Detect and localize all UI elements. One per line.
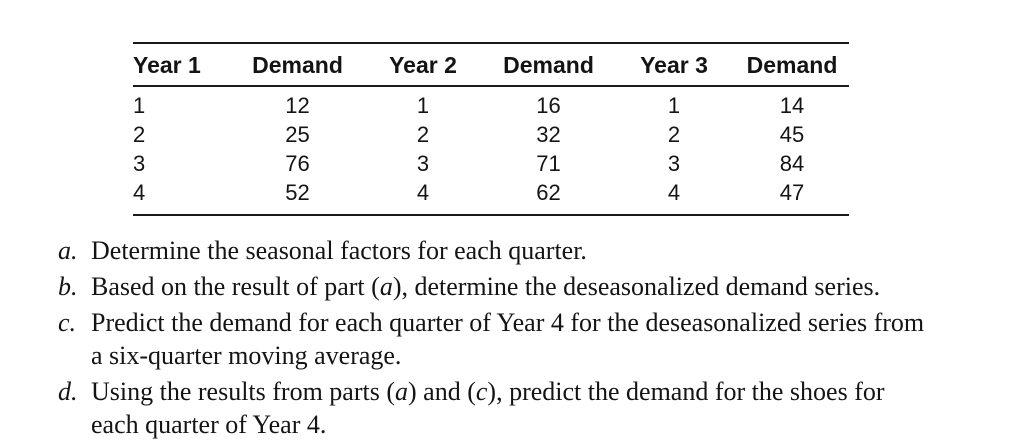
table-cell: 2 — [667, 122, 681, 147]
table-header-row: Year 1 Demand Year 2 Demand Year 3 Demand — [133, 43, 849, 87]
question-text: Based on the result of part (a), determi… — [91, 272, 881, 301]
table-cell: 45 — [779, 122, 805, 147]
table-header-cell: Year 3 — [613, 43, 735, 87]
question-item-a: a. Determine the seasonal factors for ea… — [58, 234, 1018, 267]
table-cell: 2 — [416, 122, 430, 147]
question-text: Predict the demand for each quarter of Y… — [91, 308, 925, 370]
question-text: Determine the seasonal factors for each … — [91, 236, 587, 265]
table-cell: 47 — [779, 180, 805, 205]
table-head: Year 1 Demand Year 2 Demand Year 3 Demand — [133, 43, 849, 87]
table-cell: 62 — [536, 180, 561, 205]
question-item-c: c. Predict the demand for each quarter o… — [58, 306, 1018, 372]
table-cell: 4 — [416, 180, 430, 205]
table-cell: 14 — [779, 93, 805, 118]
table-cell: 3 — [667, 151, 681, 176]
table-cell: 3 — [133, 151, 146, 176]
table-cell: 1 — [416, 93, 430, 118]
table-cell: 4 — [667, 180, 681, 205]
demand-table-wrap: Year 1 Demand Year 2 Demand Year 3 Demand 1 12… — [133, 42, 849, 216]
table-header-cell: Demand — [484, 43, 613, 87]
table-cell: 84 — [779, 151, 805, 176]
table-cell: 71 — [536, 151, 561, 176]
question-label: d. — [58, 377, 78, 406]
table-cell: 12 — [285, 93, 310, 118]
table-header-cell: Demand — [233, 43, 362, 87]
table-cell: 25 — [285, 122, 310, 147]
table-cell: 1 — [667, 93, 681, 118]
table-row: 4 52 4 62 4 47 — [133, 179, 849, 216]
question-item-d: d. Using the results from parts (a) and … — [58, 375, 1018, 441]
table-header-cell: Demand — [735, 43, 849, 87]
table-body: 1 12 1 16 1 14 2 25 2 32 2 45 3 76 3 71 3 84 4 52 4 62 4 47 — [133, 86, 849, 215]
table-row: 2 25 2 32 2 45 — [133, 121, 849, 150]
question-label: c. — [58, 308, 77, 337]
table-cell: 1 — [133, 93, 146, 118]
table-row: 1 12 1 16 1 14 — [133, 86, 849, 121]
question-item-b: b. Based on the result of part (a), dete… — [58, 270, 1018, 303]
table-cell: 76 — [285, 151, 310, 176]
table-row: 3 76 3 71 3 84 — [133, 150, 849, 179]
table-cell: 4 — [133, 180, 146, 205]
table-cell: 3 — [416, 151, 430, 176]
question-label: a. — [58, 236, 78, 265]
question-text: Using the results from parts (a) and (c)… — [91, 377, 885, 439]
question-list: a. Determine the seasonal factors for ea… — [58, 234, 1018, 444]
table-cell: 16 — [536, 93, 561, 118]
table-cell: 52 — [285, 180, 310, 205]
table-header-cell: Year 2 — [362, 43, 484, 87]
demand-table: Year 1 Demand Year 2 Demand Year 3 Demand 1 12… — [133, 42, 849, 216]
table-cell: 2 — [133, 122, 146, 147]
table-cell: 32 — [536, 122, 561, 147]
table-header-cell: Year 1 — [133, 43, 233, 87]
question-label: b. — [58, 272, 78, 301]
